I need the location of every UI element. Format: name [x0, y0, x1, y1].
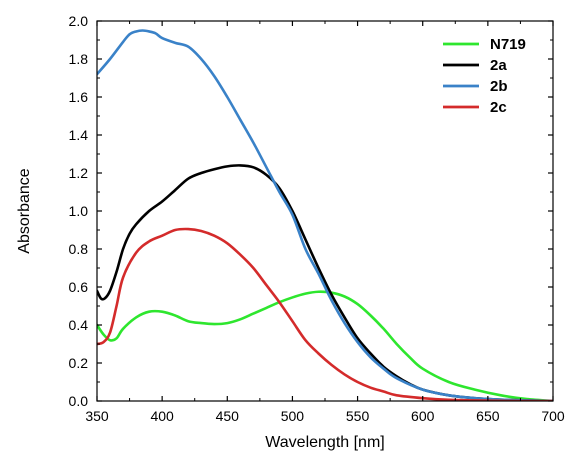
legend-label-2c: 2c	[490, 99, 507, 116]
x-tick-label: 450	[216, 408, 240, 424]
y-tick-label: 0.0	[69, 393, 89, 409]
ticks-layer	[96, 20, 554, 402]
y-tick-label: 0.2	[69, 355, 89, 371]
y-tick-label: 1.2	[69, 165, 89, 181]
plot-frame	[96, 20, 554, 402]
series-line-2c	[97, 227, 553, 401]
series-layer	[97, 29, 553, 401]
x-tick-label: 350	[85, 408, 109, 424]
series-line-2a	[97, 164, 553, 401]
series-line-2b	[97, 29, 553, 401]
x-tick-label: 500	[281, 408, 305, 424]
legend: N719 2a 2b 2c	[443, 36, 526, 116]
x-tick-label: 400	[150, 408, 174, 424]
y-tick-label: 0.4	[69, 317, 89, 333]
y-tick-label: 0.8	[69, 241, 89, 257]
x-tick-label: 650	[476, 408, 500, 424]
legend-label-n719: N719	[490, 36, 526, 53]
y-tick-label: 1.8	[69, 51, 89, 67]
y-tick-label: 1.0	[69, 203, 89, 219]
y-axis-title: Absorbance	[16, 168, 33, 253]
y-tick-label: 1.4	[69, 127, 89, 143]
x-tick-label: 700	[541, 408, 565, 424]
tick-labels-layer: 350 400 450 500 550 600 650 700 0.0 0.2 0.4 0.6 0.8 1…	[69, 13, 565, 424]
series-line-n719	[97, 290, 553, 401]
x-tick-label: 550	[346, 408, 370, 424]
y-tick-label: 0.6	[69, 279, 89, 295]
y-tick-label: 2.0	[69, 13, 89, 29]
legend-label-2b: 2b	[490, 78, 508, 95]
legend-label-2a: 2a	[490, 57, 507, 74]
x-axis-title: Wavelength [nm]	[265, 434, 384, 451]
y-tick-label: 1.6	[69, 89, 89, 105]
x-tick-label: 600	[411, 408, 435, 424]
